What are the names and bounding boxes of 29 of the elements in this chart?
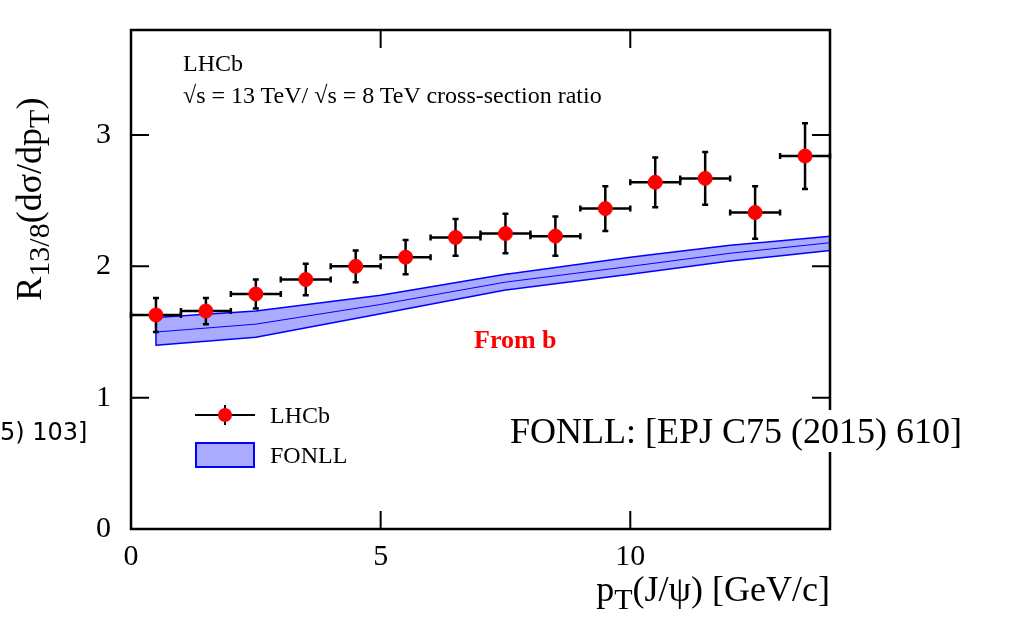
point bbox=[148, 307, 164, 323]
x-tick-label: 5 bbox=[373, 537, 389, 571]
point bbox=[248, 286, 264, 302]
point bbox=[747, 205, 763, 221]
point bbox=[198, 303, 214, 319]
point bbox=[547, 228, 563, 244]
annotation: From b bbox=[474, 325, 557, 355]
y-tick-label: 0 bbox=[96, 509, 111, 543]
annotation: FONLL: [EPJ C75 (2015) 610] bbox=[510, 410, 962, 452]
y-tick-label: 1 bbox=[96, 378, 111, 412]
y-tick-label: 2 bbox=[96, 247, 111, 281]
point bbox=[497, 226, 513, 242]
point bbox=[348, 258, 364, 274]
annotation: √s = 13 TeV/ √s = 8 TeV cross-section ratio bbox=[183, 82, 602, 109]
point bbox=[448, 229, 464, 245]
y-tick-label: 3 bbox=[96, 115, 111, 149]
point bbox=[398, 249, 414, 265]
x-tick-label: 10 bbox=[615, 537, 646, 571]
annotation: LHCb bbox=[183, 50, 243, 77]
x-tick-label: 0 bbox=[123, 537, 139, 571]
text: 5) 103] bbox=[0, 418, 88, 446]
point bbox=[298, 272, 314, 287]
x-axis-title: p$_{T}$(J/ψ) [GeV/c] bbox=[596, 568, 830, 617]
point bbox=[797, 148, 813, 164]
legend-label: LHCb bbox=[270, 401, 330, 429]
point bbox=[597, 201, 613, 217]
point bbox=[647, 174, 663, 190]
legend-label: FONLL bbox=[270, 441, 348, 469]
point bbox=[697, 170, 713, 186]
